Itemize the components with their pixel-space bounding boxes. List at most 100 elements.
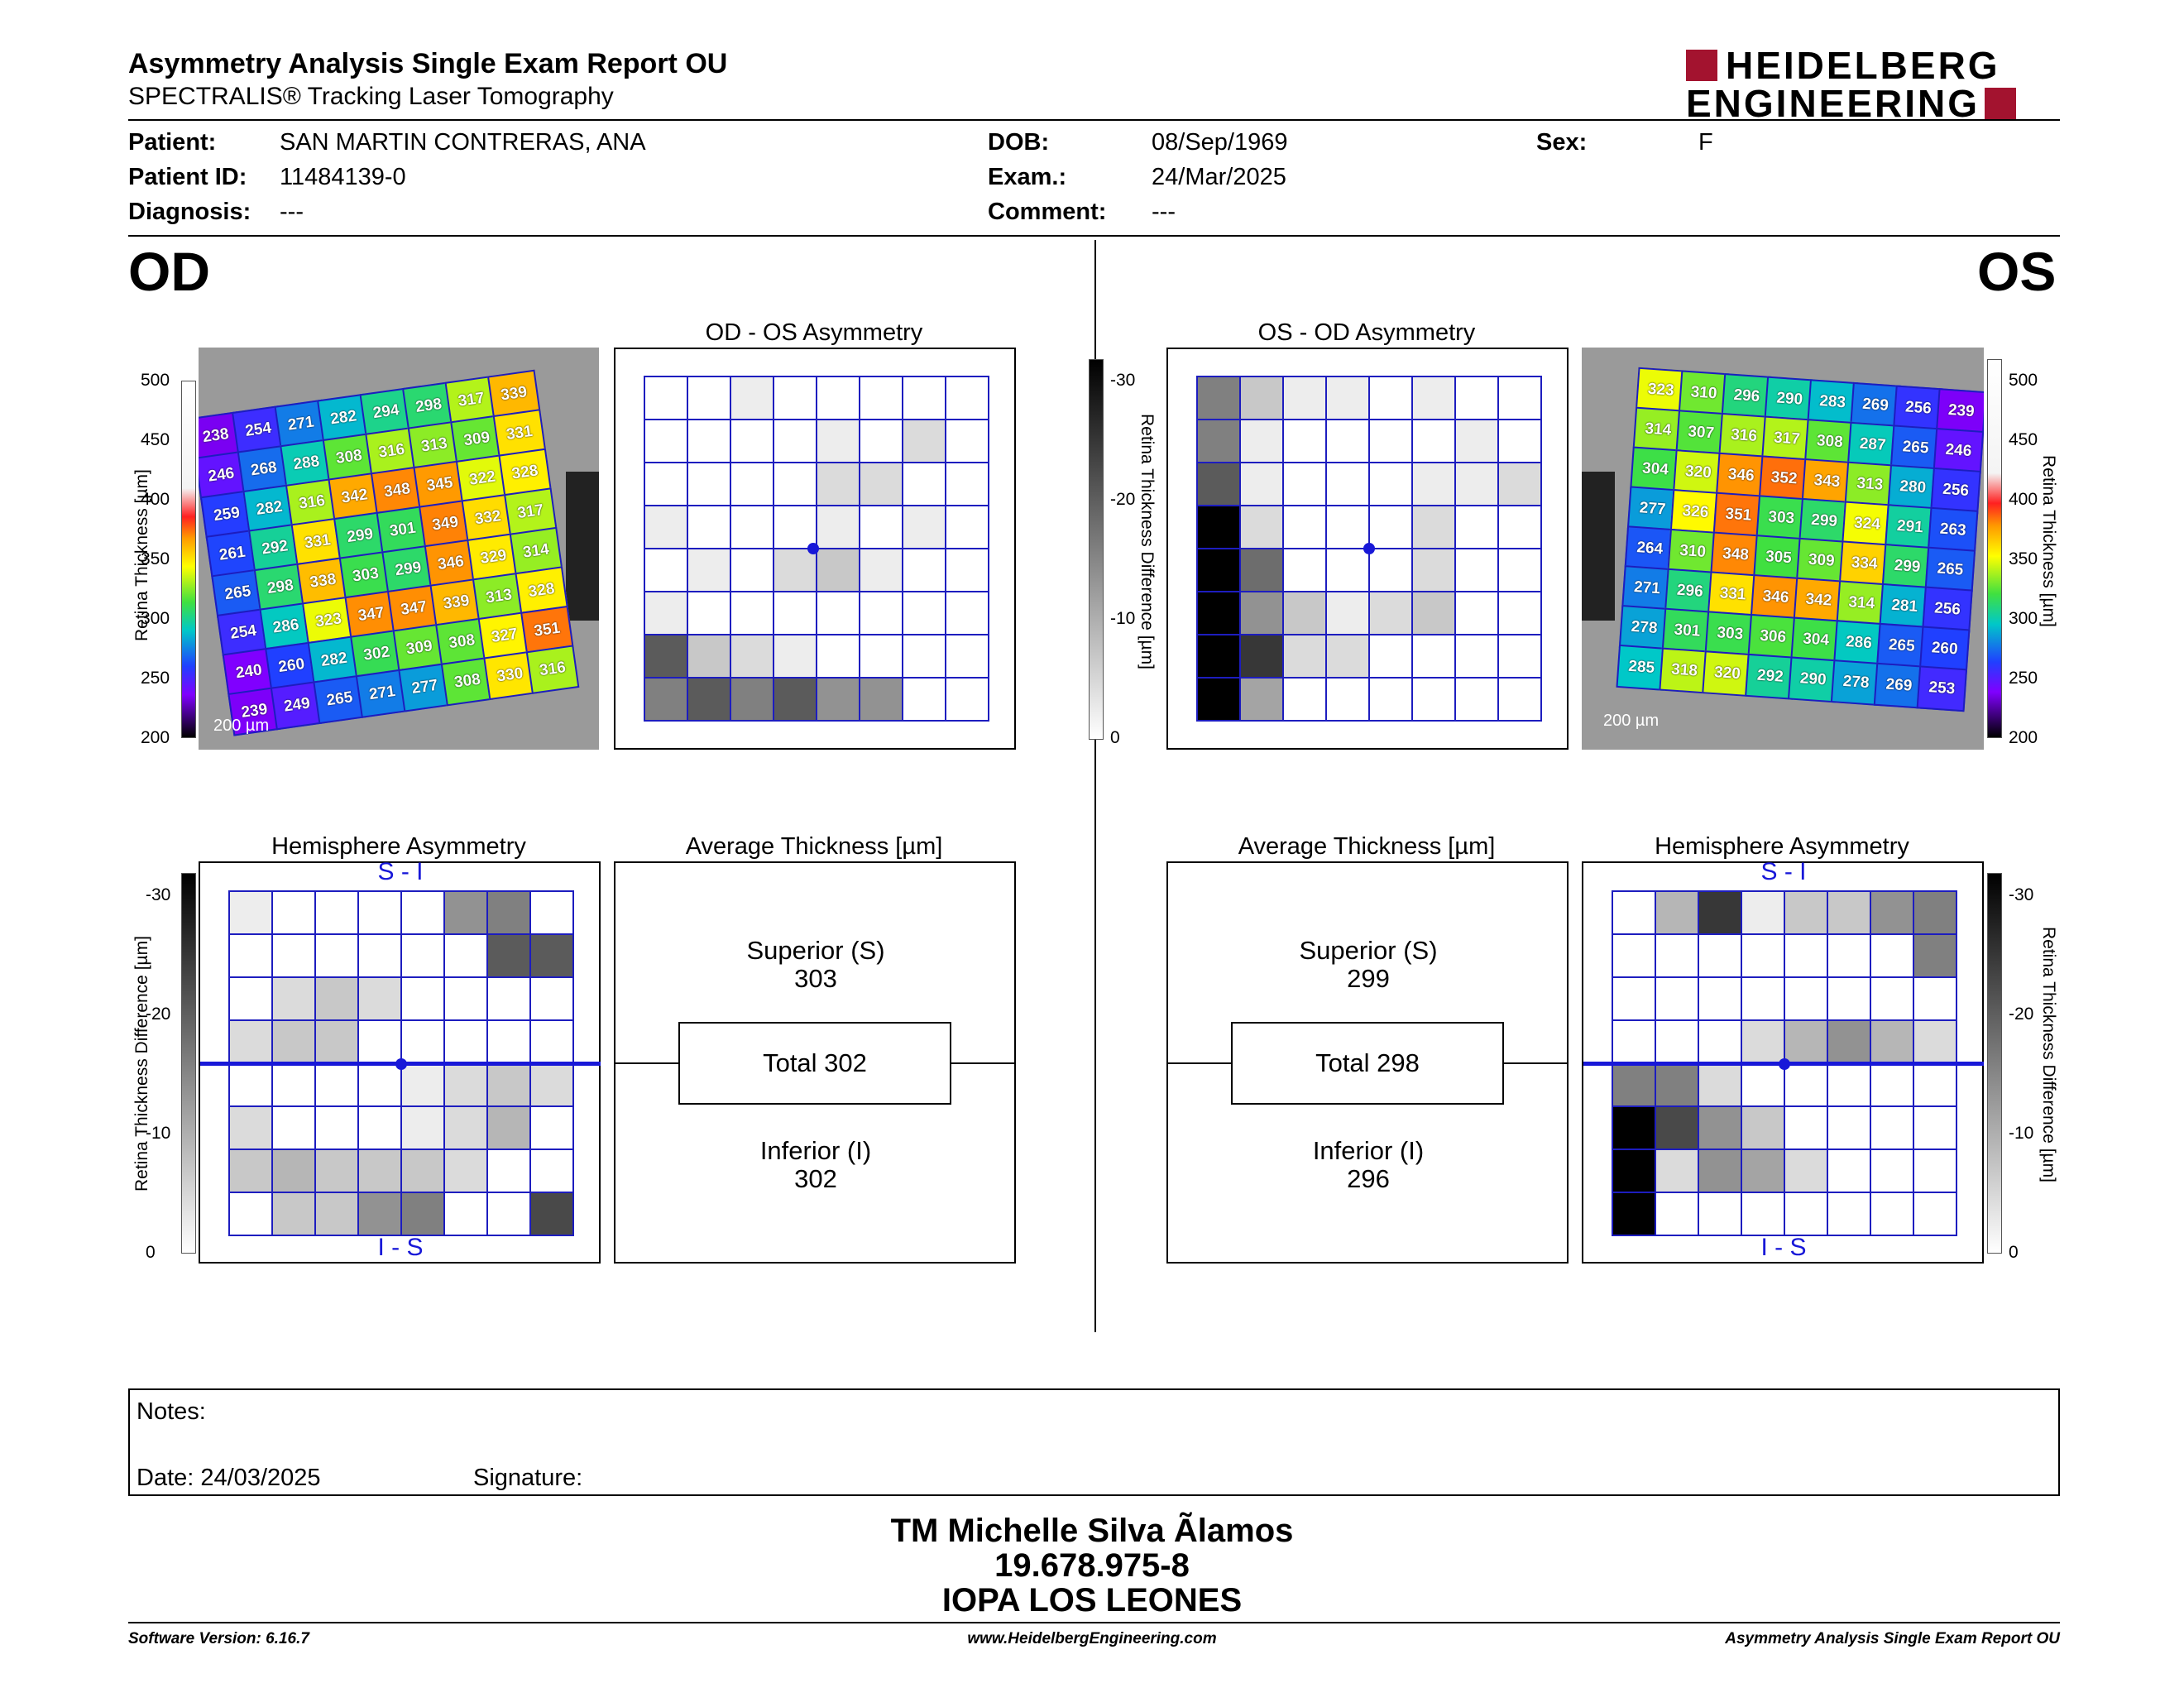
od-diff-scale-label: Retina Thickness Difference [µm] xyxy=(132,936,151,1192)
od-hemi-cell xyxy=(443,1105,488,1150)
report-subtitle: SPECTRALIS® Tracking Laser Tomography xyxy=(128,83,614,110)
od-hemi-cell xyxy=(400,1192,445,1236)
scale-tick: 350 xyxy=(2009,549,2038,568)
od-asym-cell xyxy=(730,505,774,549)
od-asym-cell xyxy=(687,591,731,635)
os-hemi-cell xyxy=(1655,1062,1699,1107)
os-asym-cell xyxy=(1454,505,1499,549)
os-hemi-cell xyxy=(1913,1019,1957,1064)
od-hemi-title: Hemisphere Asymmetry xyxy=(271,833,526,860)
scale-tick: 500 xyxy=(141,371,170,390)
os-asym-cell xyxy=(1368,634,1413,679)
footer-report-name: Asymmetry Analysis Single Exam Report OU xyxy=(1725,1630,2060,1647)
od-asym-cell xyxy=(816,634,860,679)
od-hemi-cell xyxy=(529,890,574,935)
os-asym-cell xyxy=(1497,419,1542,463)
od-hemi-cell xyxy=(529,1192,574,1236)
od-hemi-cell xyxy=(486,976,531,1021)
od-hemi-cell xyxy=(486,1019,531,1064)
od-asym-cell xyxy=(859,376,903,420)
od-asym-cell xyxy=(859,419,903,463)
od-hemi-cell xyxy=(443,1149,488,1193)
os-hemi-cell xyxy=(1612,1105,1656,1150)
od-total-box: Total 302 xyxy=(678,1022,951,1105)
os-hemi-top-label: S - I xyxy=(1760,858,1807,885)
os-asym-cell xyxy=(1282,677,1327,722)
od-hemi-cell xyxy=(443,976,488,1021)
os-total-box: Total 298 xyxy=(1231,1022,1504,1105)
os-asym-cell xyxy=(1282,376,1327,420)
od-hemi-cell xyxy=(357,933,402,978)
od-superior-label: Superior (S) xyxy=(746,936,885,965)
scale-tick: 250 xyxy=(2009,669,2038,688)
os-thickness-scale-label: Retina Thickness [µm] xyxy=(2039,455,2058,627)
os-hemi-cell xyxy=(1612,1192,1656,1236)
os-asym-cell xyxy=(1411,462,1456,506)
os-hemi-cell xyxy=(1741,976,1785,1021)
scale-tick: -20 xyxy=(1110,490,1136,509)
os-asym-cell xyxy=(1196,505,1241,549)
od-hemi-cell xyxy=(271,1019,316,1064)
diagnosis-label: Diagnosis: xyxy=(128,199,251,225)
od-asym-cell xyxy=(945,677,989,722)
patient-id-label: Patient ID: xyxy=(128,164,247,190)
od-diff-colorbar xyxy=(181,873,196,1254)
os-hemi-cell xyxy=(1698,1149,1742,1193)
od-asym-cell xyxy=(644,548,688,592)
os-hemi-cell xyxy=(1698,1192,1742,1236)
os-asym-cell xyxy=(1282,505,1327,549)
od-asym-cell xyxy=(773,462,817,506)
os-asym-cell xyxy=(1368,462,1413,506)
os-hemi-cell xyxy=(1655,1019,1699,1064)
od-asym-cell xyxy=(859,548,903,592)
od-asym-panel xyxy=(614,348,1016,750)
od-asym-cell xyxy=(730,634,774,679)
os-asym-cell xyxy=(1196,634,1241,679)
os-asym-cell xyxy=(1239,505,1284,549)
od-asym-cell xyxy=(773,419,817,463)
os-hemi-cell xyxy=(1870,1062,1914,1107)
os-hemi-cell xyxy=(1741,933,1785,978)
report-title: Asymmetry Analysis Single Exam Report OU xyxy=(128,48,728,79)
os-hemi-fovea xyxy=(1779,1058,1790,1070)
od-asym-cell xyxy=(773,591,817,635)
os-hemi-cell xyxy=(1784,976,1828,1021)
os-asym-cell xyxy=(1196,419,1241,463)
od-asym-cell xyxy=(902,548,946,592)
od-hemi-panel: S - I I - S xyxy=(199,858,601,1264)
os-asym-cell xyxy=(1282,634,1327,679)
patient-label: Patient: xyxy=(128,129,217,156)
od-asym-cell xyxy=(902,505,946,549)
os-hemi-cell xyxy=(1741,1062,1785,1107)
sex-value: F xyxy=(1698,129,1713,156)
od-asym-cell xyxy=(859,677,903,722)
od-asym-cell xyxy=(945,634,989,679)
od-hemi-cell xyxy=(314,1019,359,1064)
notes-date: Date: 24/03/2025 xyxy=(136,1465,321,1491)
os-asym-cell xyxy=(1239,634,1284,679)
scale-tick: -10 xyxy=(1110,609,1136,628)
os-asym-cell xyxy=(1497,462,1542,506)
os-hemi-cell xyxy=(1741,1149,1785,1193)
os-scalebar: 200 µm xyxy=(1603,712,1660,730)
os-hemi-cell xyxy=(1655,1149,1699,1193)
os-hemi-cell xyxy=(1827,1019,1871,1064)
od-asym-cell xyxy=(945,548,989,592)
os-hemi-cell xyxy=(1698,933,1742,978)
os-superior-value: 299 xyxy=(1347,964,1390,993)
od-hemi-cell xyxy=(314,1192,359,1236)
website-link[interactable]: www.HeidelbergEngineering.com xyxy=(967,1630,1217,1647)
od-hemi-cell xyxy=(228,1192,273,1236)
od-hemi-cell xyxy=(357,890,402,935)
od-asym-cell xyxy=(902,376,946,420)
od-asym-cell xyxy=(859,505,903,549)
od-asym-cell xyxy=(730,591,774,635)
notes-box[interactable]: Notes: Date: 24/03/2025 Signature: xyxy=(128,1388,2060,1496)
os-hemi-cell xyxy=(1827,1062,1871,1107)
od-hemi-cell xyxy=(228,1019,273,1064)
od-hemi-top-label: S - I xyxy=(377,858,424,885)
os-asym-cell xyxy=(1411,505,1456,549)
scale-tick: 300 xyxy=(141,609,170,628)
os-asym-cell xyxy=(1196,591,1241,635)
sex-label: Sex: xyxy=(1536,129,1588,156)
